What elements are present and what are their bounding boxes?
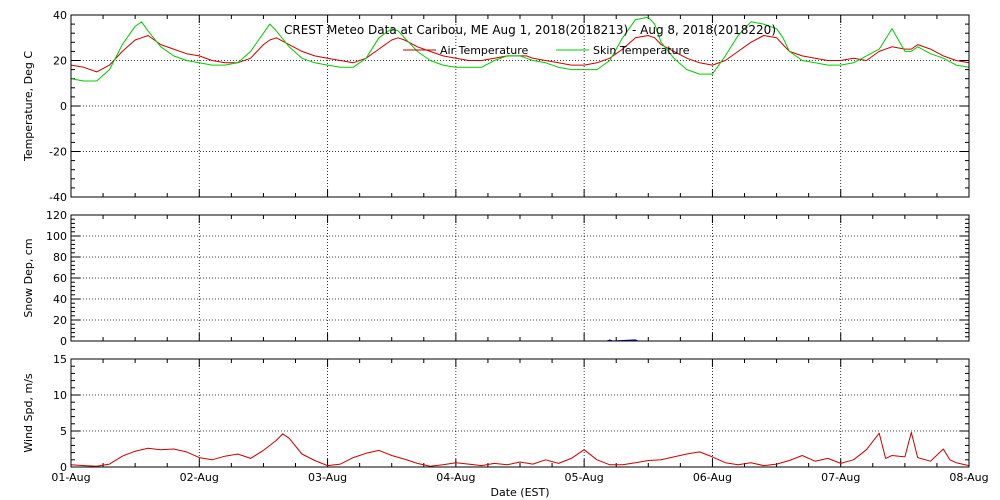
wind-speed-plot-frame bbox=[70, 358, 970, 468]
x-tick-label: 03-Aug bbox=[308, 471, 347, 484]
snow-depth-ytick-label: 120 bbox=[46, 209, 67, 222]
x-tick-label: 06-Aug bbox=[693, 471, 732, 484]
temperature-ytick-label: 0 bbox=[60, 100, 67, 113]
x-tick-label: 07-Aug bbox=[821, 471, 860, 484]
wind-speed-y-axis-label: Wind Spd, m/s bbox=[22, 373, 35, 453]
snow-depth-plot-frame bbox=[70, 214, 970, 342]
snow-depth-ytick-label: 80 bbox=[53, 251, 67, 264]
wind-speed-panel: 0 5 10 15 Wind Spd, m/s 01-Aug 02-Aug 03-Aug 04-… bbox=[22, 353, 989, 484]
temperature-plot-frame bbox=[70, 14, 970, 198]
snow-depth-ytick-label: 0 bbox=[60, 335, 67, 348]
snow-depth-ytick-label: 40 bbox=[53, 293, 67, 306]
temperature-ytick-label: -40 bbox=[49, 191, 67, 204]
x-tick-label: 01-Aug bbox=[51, 471, 90, 484]
snow-depth-ytick-label: 20 bbox=[53, 314, 67, 327]
x-axis-label: Date (EST) bbox=[490, 486, 549, 499]
x-tick-label: 05-Aug bbox=[565, 471, 604, 484]
temperature-ytick-label: -20 bbox=[49, 146, 67, 159]
chart-title: CREST Meteo Data at Caribou, ME Aug 1, 2… bbox=[284, 23, 776, 37]
temperature-ytick-label: 20 bbox=[53, 55, 67, 68]
wind-speed-series-1 bbox=[70, 431, 970, 467]
snow-depth-y-axis-label: Snow Dep, cm bbox=[22, 238, 35, 317]
legend-label-air-temperature: Air Temperature bbox=[440, 44, 529, 57]
legend-label-skin-temperature: Skin Temperature bbox=[593, 44, 690, 57]
legend: Air Temperature Skin Temperature bbox=[403, 44, 690, 57]
temperature-y-axis-label: Temperature, Deg C bbox=[22, 51, 35, 162]
x-tick-label: 04-Aug bbox=[436, 471, 475, 484]
snow-depth-ytick-label: 100 bbox=[46, 230, 67, 243]
x-tick-label: 08-Aug bbox=[949, 471, 988, 484]
temperature-series-1 bbox=[70, 35, 970, 73]
snow-depth-panel: 0 20 40 60 80 100 120 Snow Dep, cm bbox=[22, 209, 970, 348]
x-tick-label: 02-Aug bbox=[180, 471, 219, 484]
temperature-ytick-label: 40 bbox=[53, 9, 67, 22]
snow-depth-ytick-label: 60 bbox=[53, 272, 67, 285]
temperature-panel: -40 -20 0 20 40 Temperature, Deg C bbox=[22, 9, 970, 204]
wind-speed-ytick-label: 5 bbox=[60, 425, 67, 438]
temperature-series-2 bbox=[70, 16, 970, 82]
wind-speed-ytick-label: 15 bbox=[53, 353, 67, 366]
wind-speed-ytick-label: 0 bbox=[60, 461, 67, 474]
wind-speed-ytick-label: 10 bbox=[53, 389, 67, 402]
